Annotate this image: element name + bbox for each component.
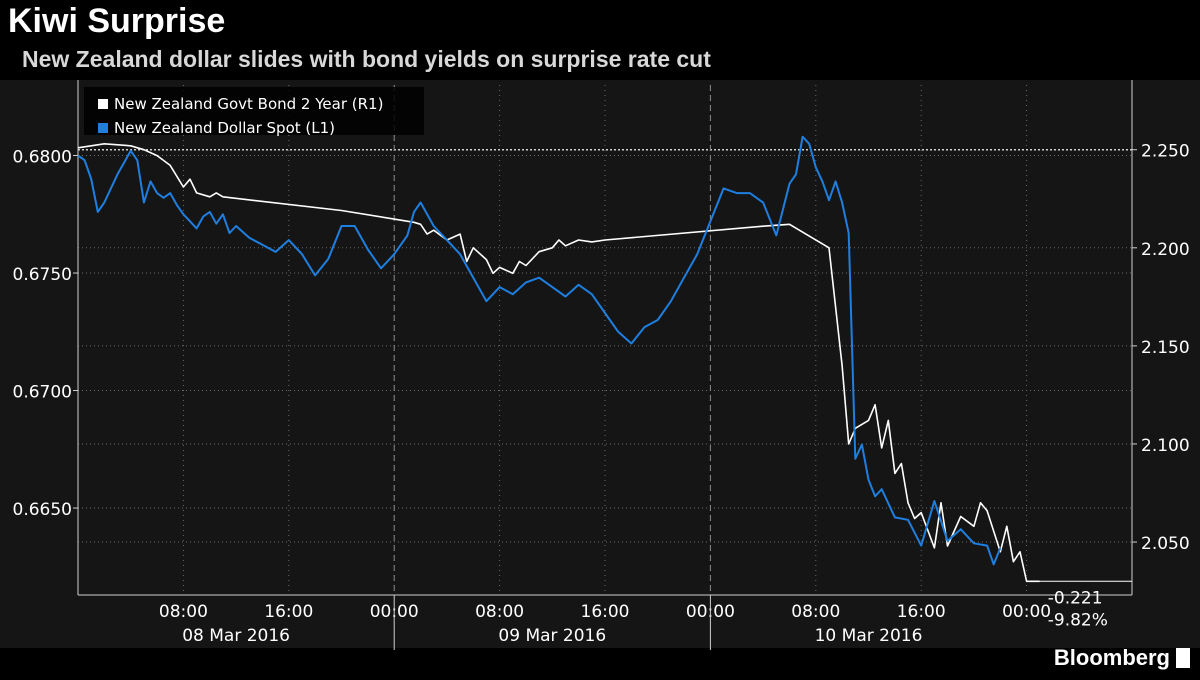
x-date-label: 08 Mar 2016 bbox=[182, 626, 290, 646]
bond-change-annotation: -0.221 bbox=[1048, 588, 1103, 608]
chart-title: Kiwi Surprise bbox=[8, 2, 226, 40]
legend-box bbox=[84, 87, 424, 135]
x-time-label: 08:00 bbox=[791, 602, 840, 622]
right-tick-label: 2.150 bbox=[1141, 338, 1190, 358]
x-time-label: 08:00 bbox=[159, 602, 208, 622]
plot-area-background bbox=[0, 80, 1200, 648]
bloomberg-logo-icon bbox=[1176, 648, 1190, 668]
right-tick-label: 2.200 bbox=[1141, 240, 1190, 260]
legend-swatch bbox=[98, 123, 108, 133]
left-tick-label: 0.6800 bbox=[13, 148, 72, 168]
right-tick-label: 2.050 bbox=[1141, 534, 1190, 554]
x-time-label: 08:00 bbox=[475, 602, 524, 622]
x-time-label: 00:00 bbox=[1002, 602, 1051, 622]
legend-label: New Zealand Govt Bond 2 Year (R1) bbox=[114, 95, 383, 113]
x-date-label: 10 Mar 2016 bbox=[815, 626, 923, 646]
x-time-label: 16:00 bbox=[897, 602, 946, 622]
left-tick-label: 0.6750 bbox=[13, 265, 72, 285]
chart: 0.6800 0.6750 0.6700 0.6650 2.250 2.200 2.150 2… bbox=[0, 80, 1200, 650]
legend-swatch bbox=[98, 99, 108, 109]
chart-subtitle: New Zealand dollar slides with bond yiel… bbox=[22, 46, 711, 72]
dollar-change-annotation: -9.82% bbox=[1048, 610, 1108, 630]
brand-name: Bloomberg bbox=[1053, 645, 1170, 670]
x-time-label: 16:00 bbox=[264, 602, 313, 622]
left-tick-label: 0.6700 bbox=[13, 383, 72, 403]
legend-label: New Zealand Dollar Spot (L1) bbox=[114, 119, 335, 137]
x-date-label: 09 Mar 2016 bbox=[498, 626, 606, 646]
right-tick-label: 2.100 bbox=[1141, 436, 1190, 456]
brand-footer: Bloomberg bbox=[1054, 645, 1190, 671]
left-tick-label: 0.6650 bbox=[13, 500, 72, 520]
right-tick-label: 2.250 bbox=[1141, 142, 1190, 162]
x-time-label: 16:00 bbox=[581, 602, 630, 622]
nzd-spot-line bbox=[77, 135, 1002, 566]
